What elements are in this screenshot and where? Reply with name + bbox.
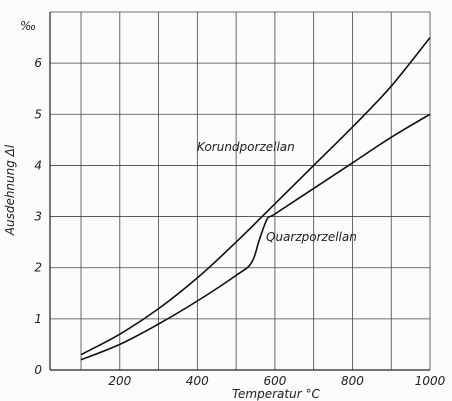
axes — [49, 12, 430, 371]
x-tick-label: 600 — [263, 374, 286, 388]
tick-labels: 200 400 600 800 1000 0 1 2 3 4 5 6 — [34, 56, 445, 388]
x-tick-label: 400 — [186, 374, 209, 388]
series-line-quarzporzellan — [80, 113, 431, 361]
x-tick-label: 800 — [341, 374, 364, 388]
y-tick-label: 0 — [34, 363, 42, 377]
x-axis-label: Temperatur °C — [232, 387, 320, 401]
series-lines — [80, 37, 431, 361]
y-tick-label: 5 — [34, 107, 42, 121]
x-tick-label: 200 — [108, 374, 131, 388]
labels: ‰ Ausdehnung Δl Temperatur °C Korundporz… — [3, 19, 357, 401]
x-tick-label: 1000 — [415, 374, 446, 388]
y-tick-label: 3 — [34, 210, 42, 224]
series-line-korundporzellan — [80, 37, 431, 356]
y-unit-label: ‰ — [20, 19, 36, 33]
y-tick-label: 2 — [34, 261, 42, 275]
y-tick-label: 6 — [34, 56, 42, 70]
y-tick-label: 4 — [34, 158, 42, 172]
y-tick-label: 1 — [34, 312, 42, 326]
y-axis-label: Ausdehnung Δl — [3, 144, 17, 236]
series-label-quarzporzellan: Quarzporzellan — [266, 230, 357, 244]
series-label-korundporzellan: Korundporzellan — [197, 140, 295, 154]
grid — [50, 11, 431, 370]
